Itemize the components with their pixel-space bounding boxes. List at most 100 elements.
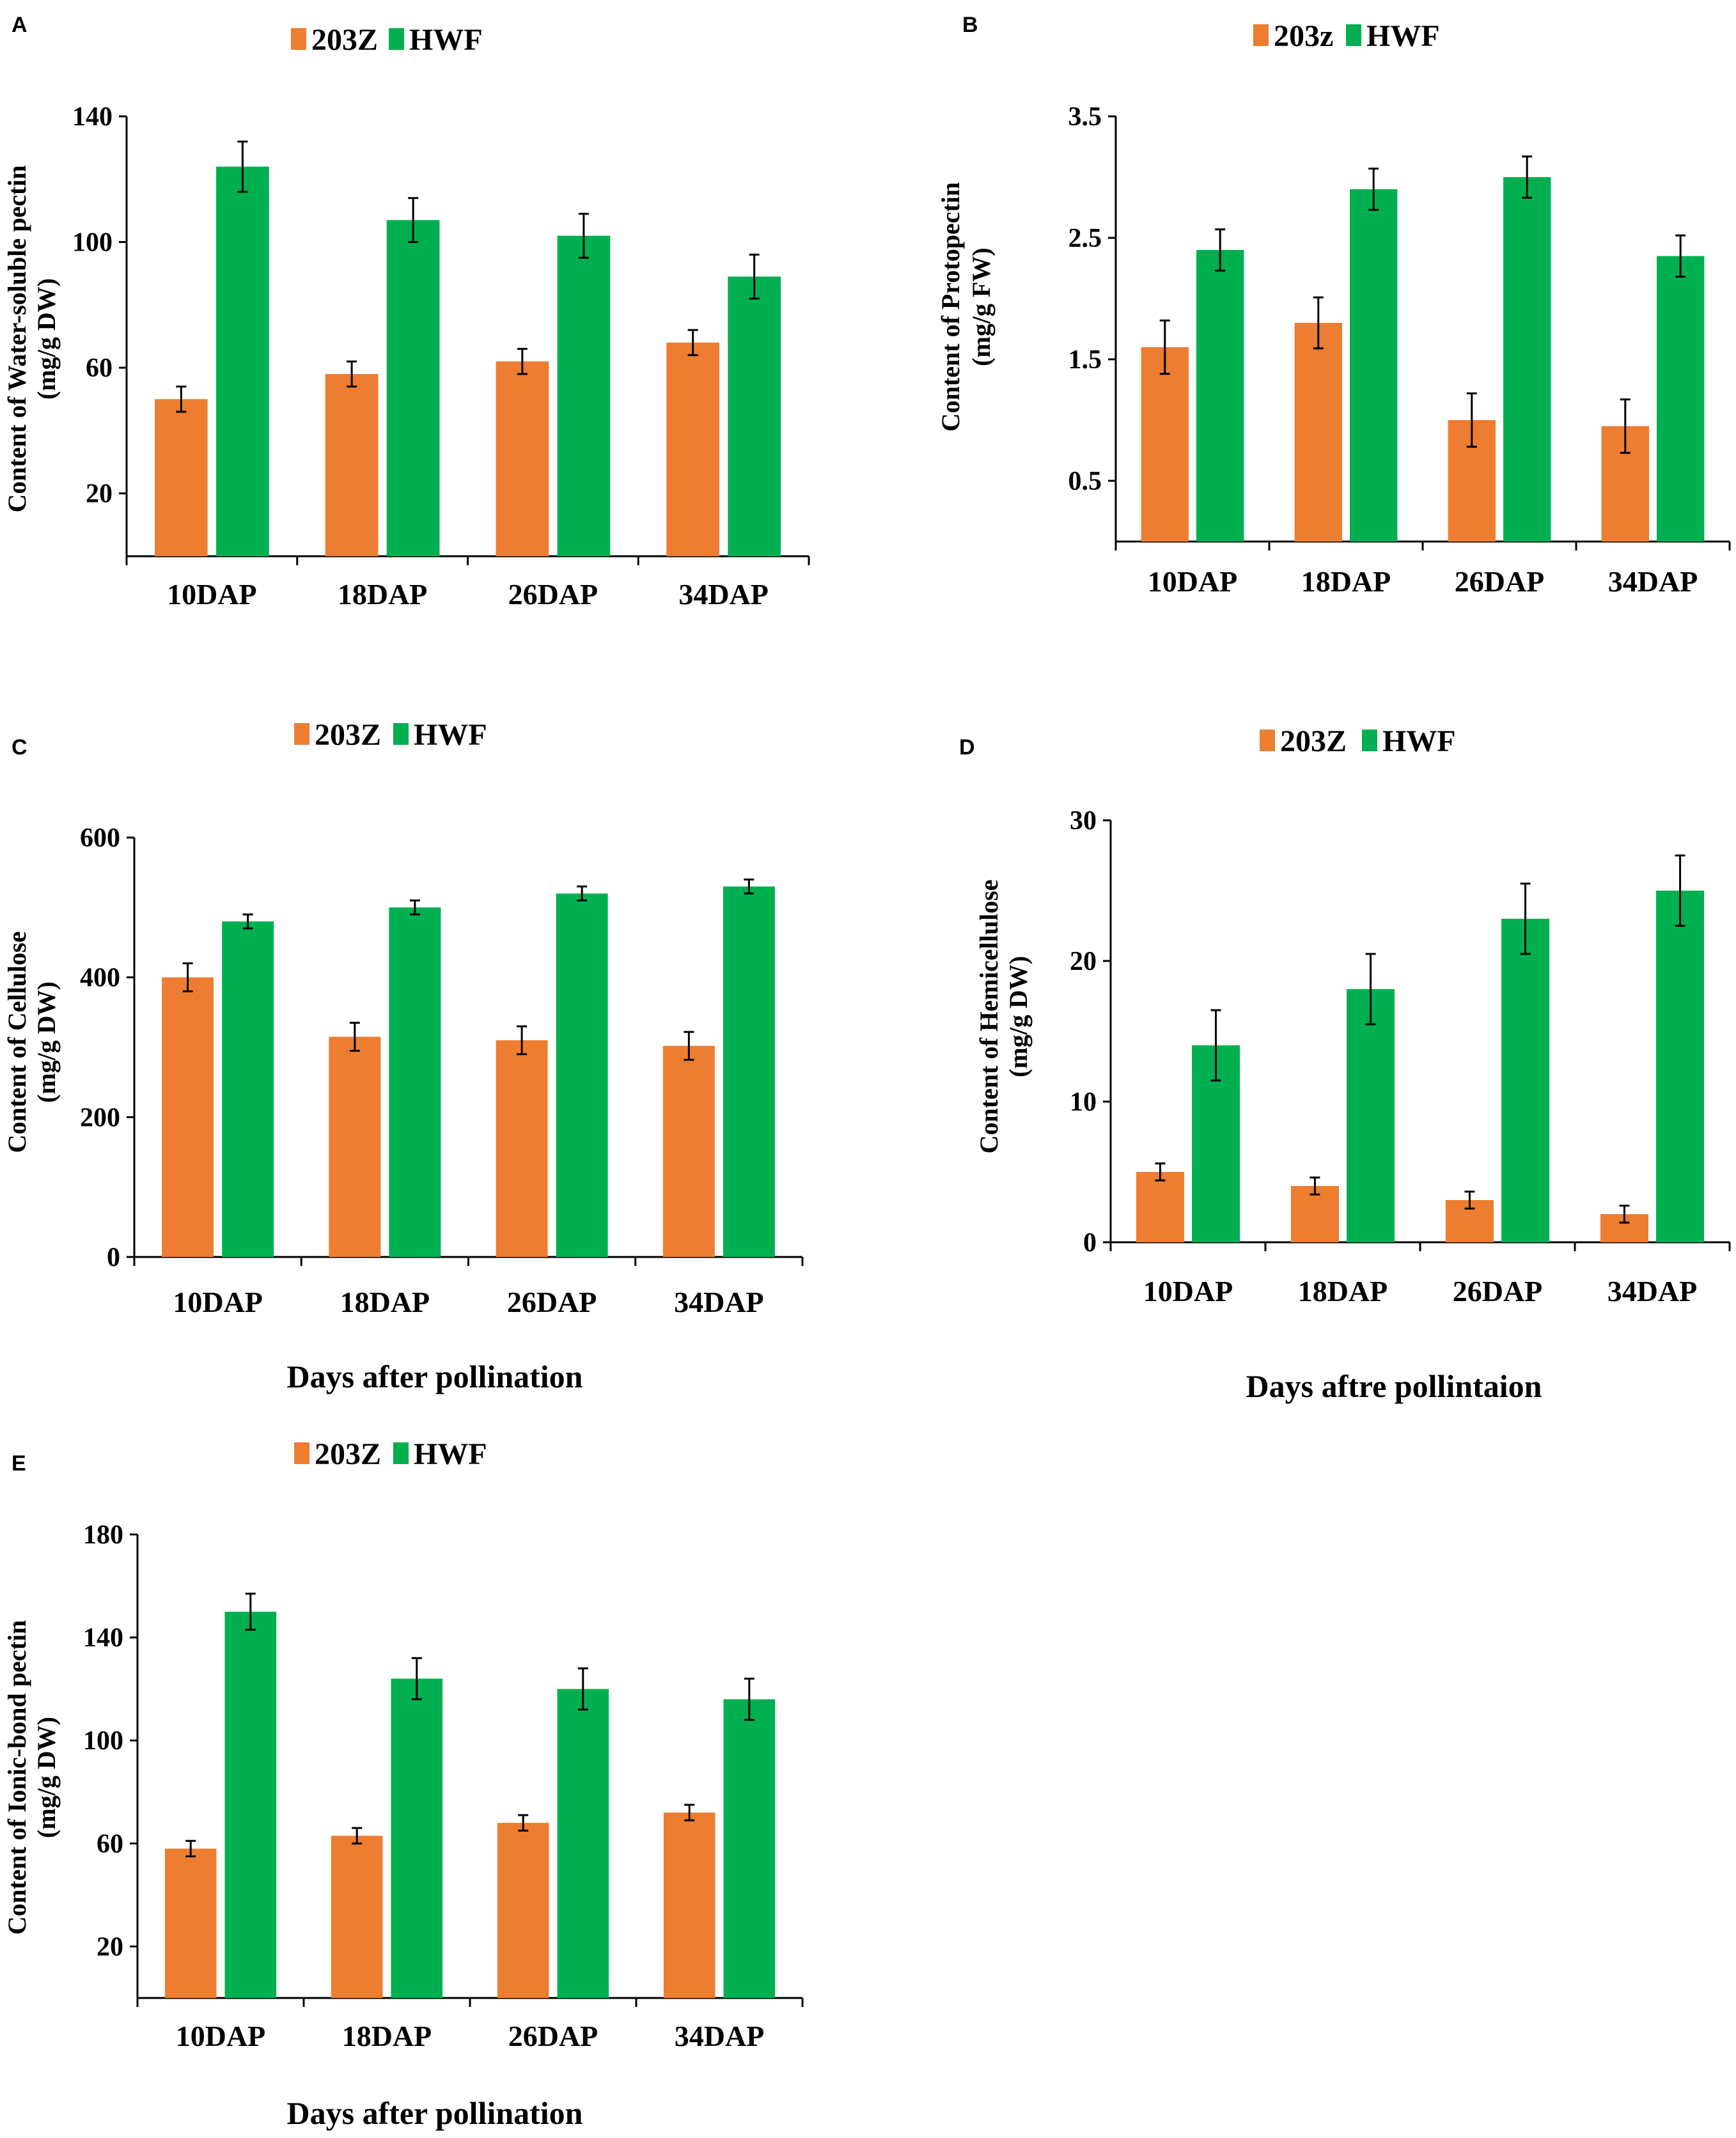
- error-bar-203z-34dap: [1619, 1205, 1630, 1224]
- bar-hwf-26dap: [557, 1689, 609, 1998]
- bar-203z-10dap: [164, 1848, 217, 1998]
- x-category-label: 26DAP: [1453, 1275, 1543, 1307]
- y-tick-label: 20: [86, 480, 113, 509]
- legend-swatch-203z: [291, 28, 306, 50]
- x-category-label: 34DAP: [1607, 1275, 1698, 1307]
- y-tick-label: 100: [83, 1726, 123, 1756]
- legend-swatch-hwf: [389, 28, 404, 50]
- chart-panel-d: D 203Z HWF 0 10 20 30 10DAP 18DAP 26DAP 34DAP Conte…: [959, 724, 1731, 1404]
- chart-panel-b: B 203z HWF 0.5 1.5 2.5 3.5 10DAP 18DAP 26DAP 34DAP…: [936, 13, 1731, 598]
- error-bar-203z-26dap: [1466, 392, 1477, 448]
- x-category-label: 10DAP: [1143, 1275, 1233, 1307]
- bar-203z-10dap: [155, 399, 208, 556]
- bar-hwf-26dap: [556, 893, 608, 1257]
- bar-203z-18dap: [331, 1836, 383, 1998]
- x-category-label: 26DAP: [507, 1286, 597, 1318]
- y-tick-label: 0: [1083, 1228, 1097, 1258]
- bar-203z-18dap: [1294, 323, 1342, 542]
- legend-label-hwf: HWF: [1366, 19, 1440, 53]
- y-tick-label: 20: [1070, 947, 1097, 976]
- error-bar-203z-10dap: [176, 386, 187, 413]
- bar-hwf-18dap: [391, 1678, 443, 1998]
- error-bar-203z-18dap: [347, 360, 357, 388]
- y-axis-title-line-2: (mg/g DW): [32, 981, 61, 1103]
- bar-hwf-26dap: [557, 235, 611, 556]
- error-bar-hwf-10dap: [1210, 1009, 1221, 1082]
- error-bar-203z-26dap: [517, 348, 528, 375]
- y-tick-label: 2.5: [1068, 224, 1102, 253]
- y-tick-label: 100: [72, 228, 113, 258]
- y-axis-title-line-1: Content of Hemicellulose: [974, 880, 1003, 1154]
- error-bar-hwf-18dap: [411, 1657, 422, 1701]
- x-category-label: 10DAP: [167, 578, 257, 611]
- error-bar-hwf-18dap: [1365, 953, 1376, 1026]
- y-tick-label: 10: [1070, 1088, 1097, 1117]
- y-axis-title-line-2: (mg/g DW): [32, 278, 61, 400]
- y-tick-label: 140: [83, 1623, 123, 1653]
- x-category-label: 18DAP: [1298, 1275, 1388, 1307]
- y-tick-label: 200: [80, 1103, 120, 1132]
- bar-hwf-18dap: [1347, 989, 1395, 1242]
- y-tick-label: 0: [107, 1243, 120, 1272]
- bar-hwf-26dap: [1503, 177, 1551, 542]
- x-category-label: 26DAP: [508, 578, 598, 611]
- error-bar-hwf-18dap: [408, 197, 419, 244]
- error-bar-hwf-34dap: [1675, 854, 1685, 927]
- error-bar-hwf-18dap: [1368, 168, 1379, 211]
- bar-hwf-34dap: [1657, 256, 1705, 542]
- bar-203z-26dap: [496, 1040, 548, 1257]
- x-category-label: 18DAP: [338, 578, 428, 611]
- x-category-label: 34DAP: [1608, 565, 1698, 598]
- y-tick-label: 180: [83, 1520, 123, 1550]
- error-bar-203z-34dap: [684, 1804, 695, 1822]
- error-bar-203z-10dap: [185, 1839, 196, 1857]
- y-tick-label: 140: [72, 102, 113, 132]
- panel-letter: E: [12, 1451, 26, 1476]
- y-tick-label: 1.5: [1068, 345, 1102, 375]
- legend: 203Z HWF: [294, 1437, 487, 1471]
- legend-label-hwf: HWF: [414, 1437, 487, 1471]
- legend-swatch-203z: [1260, 730, 1275, 751]
- y-axis-title-line-1: Content of Cellulose: [3, 932, 31, 1153]
- error-bar-hwf-10dap: [245, 1593, 256, 1631]
- legend-swatch-203z: [294, 1442, 309, 1464]
- legend-label-203z: 203Z: [315, 1437, 381, 1471]
- y-tick-label: 20: [97, 1932, 123, 1962]
- bar-hwf-10dap: [222, 921, 274, 1257]
- bar-203z-34dap: [666, 342, 719, 556]
- bar-203z-10dap: [1136, 1172, 1184, 1242]
- chart-panel-a: A 203Z HWF 20 60 100 140 10DAP 18DAP 26DAP 34DAP Co…: [3, 13, 810, 611]
- legend-label-hwf: HWF: [414, 718, 487, 752]
- error-bar-hwf-34dap: [749, 253, 760, 300]
- error-bar-hwf-10dap: [242, 913, 253, 930]
- y-axis-title-line-1: Content of Water-soluble pectin: [3, 165, 31, 512]
- chart-panel-e: E 203Z HWF 20 60 100 140 180 10DAP 18DAP 26DAP 34DA…: [3, 1437, 804, 2131]
- legend-label-hwf: HWF: [1382, 724, 1456, 758]
- error-bar-hwf-34dap: [744, 878, 755, 894]
- bar-hwf-10dap: [1196, 250, 1244, 542]
- bar-203z-18dap: [325, 373, 379, 556]
- x-category-label: 10DAP: [173, 1286, 263, 1318]
- panel-letter: B: [962, 13, 978, 37]
- legend-label-203z: 203z: [1274, 19, 1333, 53]
- bar-hwf-10dap: [216, 166, 269, 557]
- error-bar-203z-34dap: [1620, 398, 1630, 454]
- legend-swatch-203z: [1253, 24, 1269, 46]
- error-bar-203z-18dap: [1310, 1176, 1320, 1196]
- bar-hwf-18dap: [1350, 189, 1398, 542]
- y-axis-title-line-2: (mg/g DW): [32, 1717, 61, 1838]
- error-bar-hwf-26dap: [577, 1667, 588, 1711]
- legend: 203Z HWF: [291, 23, 483, 57]
- bar-203z-26dap: [496, 361, 549, 556]
- y-tick-label: 600: [80, 823, 120, 853]
- error-bar-hwf-26dap: [578, 212, 589, 259]
- y-tick-label: 3.5: [1068, 102, 1102, 132]
- x-category-label: 26DAP: [508, 2020, 598, 2052]
- error-bar-203z-18dap: [1313, 296, 1324, 350]
- x-axis-title: Days aftre pollintaion: [1246, 1368, 1542, 1404]
- y-axis-title-line-1: Content of Ionic-bond pectin: [3, 1620, 31, 1935]
- error-bar-hwf-10dap: [237, 140, 248, 193]
- legend: 203z HWF: [1253, 19, 1440, 53]
- bar-hwf-34dap: [1656, 891, 1705, 1242]
